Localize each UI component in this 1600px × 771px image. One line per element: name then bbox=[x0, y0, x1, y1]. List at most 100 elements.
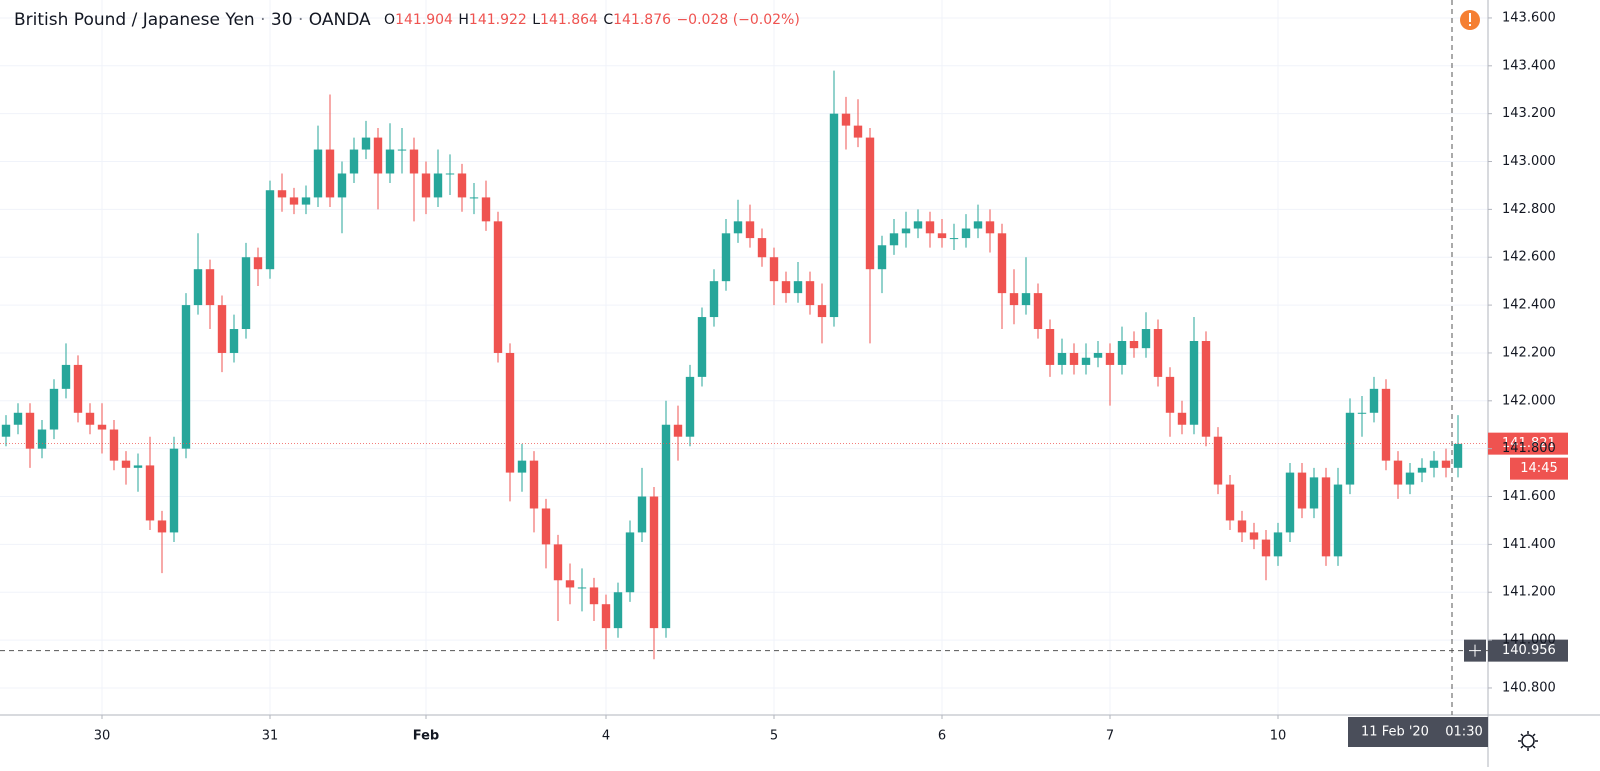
candle-body bbox=[865, 137, 875, 270]
candle-body bbox=[1033, 293, 1043, 330]
crosshair-time-label: 01:30 bbox=[1445, 725, 1482, 740]
l-key: L bbox=[532, 12, 540, 28]
candle-body bbox=[853, 125, 863, 138]
candle-body bbox=[265, 190, 275, 270]
candle-body bbox=[913, 221, 923, 229]
candle-body bbox=[193, 269, 203, 306]
candle-body bbox=[229, 329, 239, 353]
candle-body bbox=[1237, 520, 1247, 533]
x-tick-label: 7 bbox=[1106, 729, 1114, 744]
candle-body bbox=[829, 113, 839, 318]
candle-body bbox=[1069, 352, 1079, 365]
candles bbox=[1, 70, 1463, 660]
candle-body bbox=[1381, 388, 1391, 461]
candle-body bbox=[1153, 329, 1163, 377]
y-tick-label: 143.600 bbox=[1502, 10, 1556, 25]
candle-body bbox=[805, 281, 815, 306]
crosshair-y-label: 140.956 bbox=[1502, 643, 1556, 658]
candle-body bbox=[817, 305, 827, 318]
y-tick-label: 143.200 bbox=[1502, 106, 1556, 121]
o-key: O bbox=[384, 12, 395, 28]
alert-icon[interactable] bbox=[1460, 10, 1480, 30]
candle-body bbox=[85, 412, 95, 425]
candle-body bbox=[25, 412, 35, 449]
candle-body bbox=[361, 137, 371, 150]
candle-body bbox=[37, 429, 47, 449]
candle-body bbox=[1129, 340, 1139, 349]
candle-body bbox=[937, 233, 947, 239]
sep: · bbox=[260, 10, 265, 30]
candle-body bbox=[133, 465, 143, 468]
candle-body bbox=[349, 149, 359, 174]
candle-body bbox=[457, 173, 467, 198]
last-price-label: 141.821 bbox=[1502, 436, 1556, 451]
candle-body bbox=[589, 587, 599, 605]
chart-legend: British Pound / Japanese Yen · 30 · OAND… bbox=[14, 10, 800, 30]
candle-body bbox=[985, 221, 995, 234]
candle-body bbox=[697, 317, 707, 377]
candle-body bbox=[169, 448, 179, 533]
y-tick-label: 141.200 bbox=[1502, 585, 1556, 600]
candle-body bbox=[733, 221, 743, 234]
candle-body bbox=[601, 604, 611, 629]
candle-body bbox=[925, 221, 935, 234]
change: −0.028 (−0.02%) bbox=[676, 12, 799, 28]
crosshair-y-box bbox=[1488, 639, 1568, 662]
candle-body bbox=[97, 424, 107, 430]
x-tick-label: 31 bbox=[262, 729, 279, 744]
candle-body bbox=[517, 460, 527, 473]
candle-body bbox=[505, 352, 515, 473]
candle-body bbox=[721, 233, 731, 282]
candle-body bbox=[1189, 340, 1199, 425]
gear-ring bbox=[1521, 734, 1535, 748]
candle-body bbox=[673, 424, 683, 437]
candle-body bbox=[481, 197, 491, 222]
candle-body bbox=[781, 281, 791, 294]
candle-body bbox=[1165, 376, 1175, 413]
candle-body bbox=[1273, 532, 1283, 557]
candle-body bbox=[385, 149, 395, 174]
y-tick-label: 142.600 bbox=[1502, 250, 1556, 265]
candle-body bbox=[325, 149, 335, 198]
candle-body bbox=[649, 496, 659, 629]
candle-body bbox=[613, 592, 623, 629]
source: OANDA bbox=[309, 10, 371, 30]
l-value: 141.864 bbox=[540, 12, 598, 28]
candle-body bbox=[73, 364, 83, 413]
candle-body bbox=[553, 544, 563, 581]
y-tick-label: 142.800 bbox=[1502, 202, 1556, 217]
x-tick-label: 4 bbox=[602, 729, 610, 744]
y-tick-label: 141.000 bbox=[1502, 633, 1556, 648]
y-tick-label: 143.400 bbox=[1502, 58, 1556, 73]
candle-body bbox=[1081, 357, 1091, 365]
y-tick-label: 141.400 bbox=[1502, 537, 1556, 552]
candle-body bbox=[949, 238, 959, 240]
candle-body bbox=[529, 460, 539, 509]
candle-body bbox=[1357, 412, 1367, 414]
settings-icon[interactable] bbox=[1518, 731, 1538, 751]
candle-body bbox=[277, 190, 287, 198]
candle-body bbox=[877, 245, 887, 270]
candle-body bbox=[1285, 472, 1295, 533]
candle-body bbox=[301, 197, 311, 205]
overlay: 141.821 14:45 140.956 11 Feb '20 01:30 bbox=[0, 0, 1568, 747]
y-tick-label: 141.800 bbox=[1502, 441, 1556, 456]
candle-body bbox=[253, 257, 263, 270]
candle-body bbox=[1417, 467, 1427, 473]
y-tick-label: 143.000 bbox=[1502, 154, 1556, 169]
countdown-box bbox=[1510, 457, 1568, 480]
candle-body bbox=[757, 238, 767, 258]
candle-body bbox=[145, 465, 155, 521]
candle-body bbox=[1297, 472, 1307, 509]
candle-body bbox=[961, 228, 971, 239]
candle-body bbox=[709, 281, 719, 318]
candle-body bbox=[181, 305, 191, 449]
candle-body bbox=[637, 496, 647, 533]
x-tick-label: 30 bbox=[94, 729, 111, 744]
candle-body bbox=[1009, 293, 1019, 306]
candle-body bbox=[337, 173, 347, 198]
crosshair-plus bbox=[1469, 644, 1481, 657]
candle-body bbox=[1453, 443, 1463, 468]
